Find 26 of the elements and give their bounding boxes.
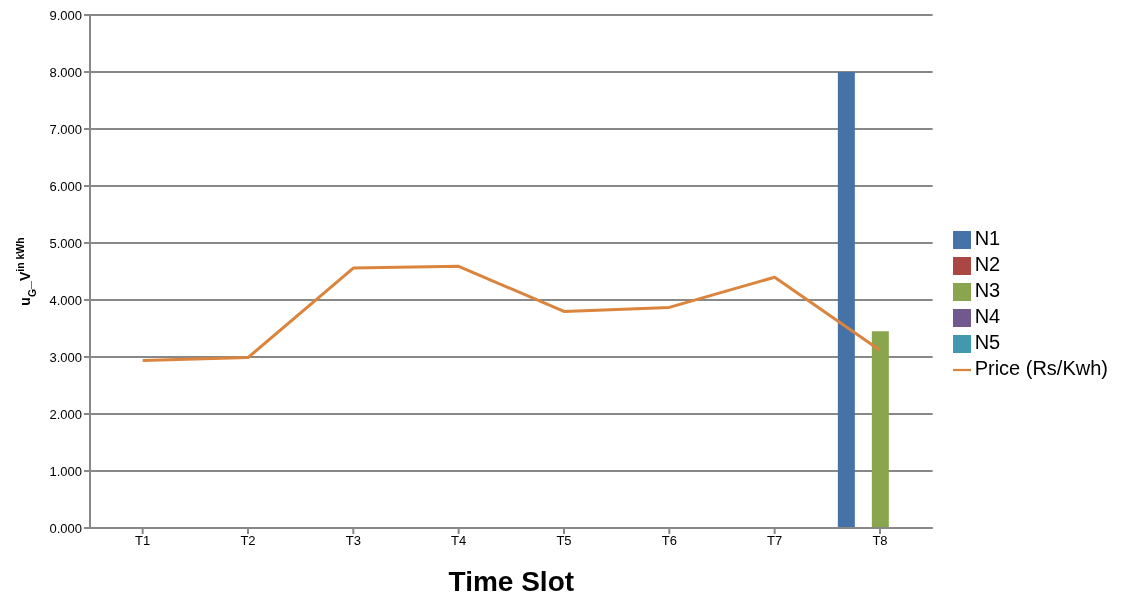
y-tick-label: 4.000 <box>49 292 82 308</box>
legend-label: N4 <box>974 305 1001 327</box>
y-tick-label: 3.000 <box>49 349 82 365</box>
x-tick-label: T2 <box>240 533 256 549</box>
x-tick-label: T3 <box>345 533 361 549</box>
y-tick-label: 9.000 <box>49 7 82 23</box>
y-tick-label: 8.000 <box>49 64 82 80</box>
y-tick-label: 7.000 <box>49 121 82 137</box>
y-tick-label: 6.000 <box>49 178 82 194</box>
x-tick-label: T8 <box>872 533 888 549</box>
x-tick-label: T1 <box>135 533 151 549</box>
x-tick-label: T6 <box>661 533 677 549</box>
legend-label: N5 <box>974 331 1001 353</box>
line-series <box>141 264 882 362</box>
y-tick-label: 1.000 <box>49 463 82 479</box>
x-axis-title: Time Slot <box>448 566 575 597</box>
x-tick-label: T4 <box>451 533 467 549</box>
y-tick-label: 5.000 <box>49 235 82 251</box>
y-tick-label: 0.000 <box>49 520 82 536</box>
legend-label: N3 <box>974 279 1001 301</box>
x-tick-label: T5 <box>556 533 572 549</box>
y-tick-label: 2.000 <box>49 406 82 422</box>
x-tick-label: T7 <box>767 533 783 549</box>
legend-label: N2 <box>974 253 1001 275</box>
legend-label: Price (Rs/Kwh) <box>974 357 1108 379</box>
legend-label: N1 <box>974 227 1001 249</box>
